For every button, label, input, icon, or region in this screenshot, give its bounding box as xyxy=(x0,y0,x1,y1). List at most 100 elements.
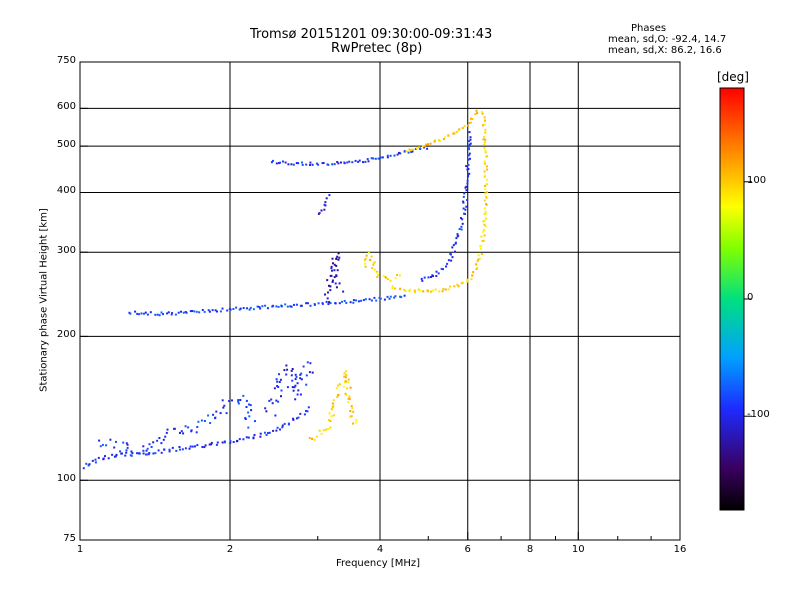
data-point xyxy=(179,431,181,434)
data-point xyxy=(329,420,332,422)
data-point xyxy=(349,386,352,389)
data-point xyxy=(311,371,314,374)
data-point xyxy=(232,308,235,310)
data-point xyxy=(248,308,251,311)
data-point xyxy=(190,430,193,433)
data-point xyxy=(393,296,396,299)
data-point xyxy=(147,453,150,456)
data-point xyxy=(367,252,370,254)
data-point xyxy=(215,443,218,446)
data-point xyxy=(98,439,101,442)
data-point xyxy=(357,300,360,303)
data-point xyxy=(87,464,90,467)
data-point xyxy=(308,371,311,374)
data-point xyxy=(113,446,116,449)
data-point xyxy=(237,399,240,401)
data-point xyxy=(377,273,380,276)
data-point xyxy=(126,446,129,449)
data-point xyxy=(441,290,444,293)
data-point xyxy=(280,389,283,392)
data-point xyxy=(343,162,346,165)
data-point xyxy=(290,163,293,166)
data-point xyxy=(335,387,338,390)
data-point xyxy=(245,436,248,439)
data-point xyxy=(330,274,333,277)
data-point xyxy=(274,414,277,417)
data-point xyxy=(470,278,473,281)
data-point xyxy=(336,395,339,398)
x-tick-label: 10 xyxy=(571,544,585,555)
data-point xyxy=(445,265,448,268)
data-point xyxy=(313,303,316,306)
data-point xyxy=(279,161,281,164)
data-point xyxy=(145,453,148,456)
data-point xyxy=(162,313,164,316)
data-point xyxy=(466,182,469,185)
y-axis-label: Stationary phase Virtual Height [km] xyxy=(38,208,50,392)
data-point xyxy=(480,247,482,250)
data-point xyxy=(365,254,368,257)
data-point xyxy=(287,163,290,166)
data-point xyxy=(277,386,280,388)
data-point xyxy=(331,257,334,260)
data-point xyxy=(468,148,470,151)
data-point xyxy=(184,425,187,428)
data-point xyxy=(352,410,355,413)
data-point xyxy=(280,395,282,398)
data-point xyxy=(302,365,305,368)
data-point xyxy=(352,422,354,425)
data-point xyxy=(347,401,350,404)
data-point xyxy=(174,313,177,316)
data-point xyxy=(305,302,308,305)
data-point xyxy=(468,143,471,146)
data-point xyxy=(237,402,240,405)
data-point xyxy=(333,269,336,272)
data-point xyxy=(277,305,280,308)
data-point xyxy=(259,435,262,438)
data-point xyxy=(291,386,294,389)
colorbar-tick-label: -100 xyxy=(747,409,770,421)
data-point xyxy=(94,461,97,464)
data-point xyxy=(384,276,387,279)
data-point xyxy=(465,205,468,208)
data-point xyxy=(265,410,268,413)
data-point xyxy=(285,373,288,376)
data-point xyxy=(335,274,338,277)
data-point xyxy=(355,299,357,302)
x-axis-label: Frequency [MHz] xyxy=(336,558,421,569)
data-point xyxy=(464,186,467,189)
data-point xyxy=(246,307,248,310)
data-point xyxy=(480,110,483,113)
data-point xyxy=(221,307,224,310)
data-point xyxy=(129,312,132,315)
data-point xyxy=(483,162,486,164)
data-point xyxy=(486,191,489,194)
data-point xyxy=(466,278,469,281)
data-point xyxy=(457,129,460,132)
data-point xyxy=(375,299,378,302)
data-point xyxy=(338,256,341,259)
data-point xyxy=(97,456,100,459)
data-point xyxy=(293,386,296,389)
data-point xyxy=(345,301,348,304)
data-point xyxy=(371,267,374,270)
data-point xyxy=(315,435,318,438)
data-point xyxy=(475,109,478,112)
phases-x-mode: mean, sd,X: 86.2, 16.6 xyxy=(608,45,722,56)
data-point xyxy=(196,426,199,428)
colorbar-ticks xyxy=(744,181,752,417)
data-point xyxy=(245,406,248,408)
data-point xyxy=(306,410,309,413)
data-point xyxy=(166,428,169,431)
data-point xyxy=(275,399,278,402)
data-point xyxy=(295,303,298,306)
data-point xyxy=(272,304,275,307)
data-point xyxy=(483,175,486,178)
data-point xyxy=(469,142,472,145)
data-point xyxy=(221,399,224,402)
data-point xyxy=(467,163,470,166)
data-point xyxy=(142,445,145,448)
data-point xyxy=(455,237,458,240)
data-point xyxy=(483,146,486,149)
data-point xyxy=(333,276,336,279)
